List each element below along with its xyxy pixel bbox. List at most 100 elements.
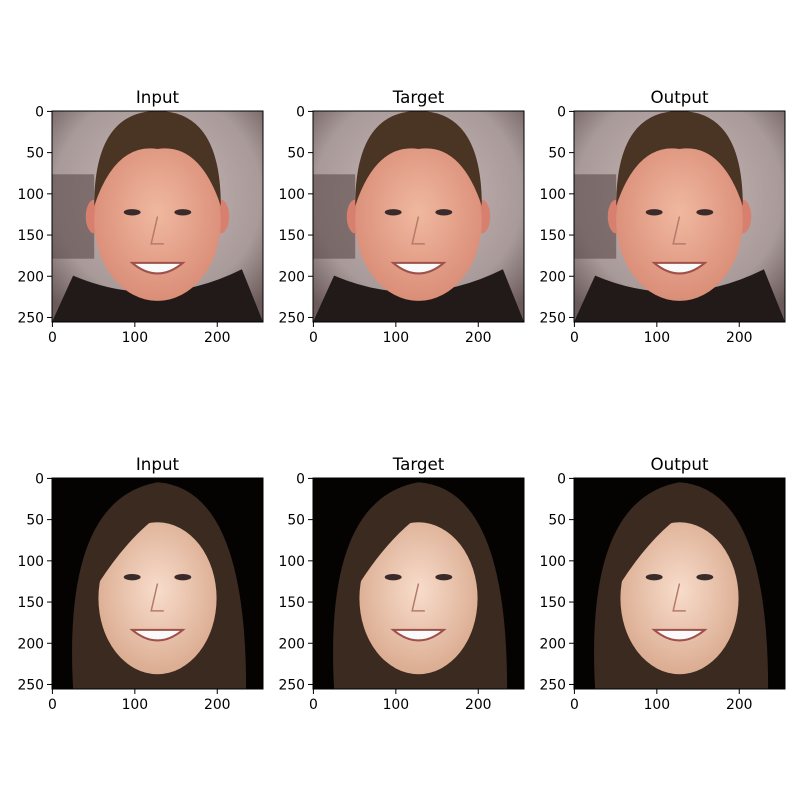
x-tick-label: 100 [122, 330, 149, 346]
y-tick-label: 0 [35, 104, 44, 120]
hair [94, 111, 221, 206]
axes-frame [573, 110, 786, 323]
fringe [98, 503, 179, 584]
y-tick-label: 150 [17, 595, 44, 611]
image [52, 111, 263, 322]
axes-title: Output [651, 454, 709, 474]
y-tick-label: 150 [539, 595, 566, 611]
eye [696, 209, 714, 216]
x-tick-label: 100 [383, 330, 410, 346]
y-tick-label: 250 [17, 677, 44, 693]
eye [123, 209, 141, 216]
axes-title: Target [392, 87, 445, 107]
hair [616, 111, 743, 206]
axes-title: Target [392, 454, 445, 474]
smile [129, 261, 186, 275]
x-tick-label: 0 [570, 697, 579, 713]
face [359, 522, 478, 675]
x-tick-label: 200 [726, 697, 753, 713]
y-tick-label: 50 [287, 513, 305, 529]
face [620, 522, 739, 675]
fringe [620, 503, 701, 584]
y-tick-label: 100 [17, 554, 44, 570]
y-tick-label: 150 [17, 228, 44, 244]
x-tick-label: 0 [309, 330, 318, 346]
y-tick-label: 250 [17, 310, 44, 326]
face [616, 140, 743, 301]
face [355, 140, 482, 301]
face [94, 140, 221, 301]
y-tick-label: 200 [17, 636, 44, 652]
axes-frame [51, 110, 264, 323]
y-tick-label: 150 [278, 228, 305, 244]
y-tick-label: 0 [557, 104, 566, 120]
nose [411, 583, 425, 612]
smile [651, 628, 708, 642]
x-tick-label: 100 [122, 697, 149, 713]
axes-frame [312, 110, 525, 323]
eye [174, 209, 192, 216]
y-tick-label: 50 [548, 146, 566, 162]
nose [150, 216, 164, 245]
smile [651, 261, 708, 275]
x-tick-label: 0 [570, 330, 579, 346]
eye [123, 574, 141, 581]
fringe [359, 503, 440, 584]
y-tick-label: 0 [296, 104, 305, 120]
x-tick-label: 100 [383, 697, 410, 713]
y-tick-label: 250 [539, 677, 566, 693]
y-tick-label: 250 [278, 677, 305, 693]
axes-frame [573, 477, 786, 690]
x-tick-label: 0 [309, 697, 318, 713]
y-tick-label: 200 [539, 269, 566, 285]
eye [435, 574, 453, 581]
y-tick-label: 200 [278, 636, 305, 652]
image [574, 478, 785, 689]
image [313, 111, 524, 322]
nose [672, 216, 686, 245]
eye [174, 574, 192, 581]
y-tick-label: 150 [278, 595, 305, 611]
nose [411, 216, 425, 245]
x-tick-label: 200 [204, 330, 231, 346]
axes-frame [312, 477, 525, 690]
y-tick-label: 50 [26, 513, 44, 529]
y-tick-label: 250 [278, 310, 305, 326]
y-tick-label: 0 [35, 471, 44, 487]
nose [150, 583, 164, 612]
axes-frame [51, 477, 264, 690]
eye [645, 574, 663, 581]
image [574, 111, 785, 322]
y-tick-label: 50 [548, 513, 566, 529]
image [313, 478, 524, 689]
x-tick-label: 100 [644, 330, 671, 346]
image [52, 478, 263, 689]
y-tick-label: 100 [17, 187, 44, 203]
y-tick-label: 50 [26, 146, 44, 162]
x-tick-label: 100 [644, 697, 671, 713]
eye [696, 574, 714, 581]
y-tick-label: 0 [296, 471, 305, 487]
y-tick-label: 250 [539, 310, 566, 326]
smile [390, 261, 447, 275]
eye [435, 209, 453, 216]
x-tick-label: 0 [48, 330, 57, 346]
y-tick-label: 0 [557, 471, 566, 487]
axes-title: Input [136, 454, 180, 474]
y-tick-label: 200 [539, 636, 566, 652]
smile [390, 628, 447, 642]
eye [384, 209, 402, 216]
y-tick-label: 100 [539, 187, 566, 203]
hair [355, 111, 482, 206]
x-tick-label: 200 [465, 330, 492, 346]
axes-title: Input [136, 87, 180, 107]
y-tick-label: 200 [17, 269, 44, 285]
x-tick-label: 200 [204, 697, 231, 713]
x-tick-label: 0 [48, 697, 57, 713]
face [98, 522, 217, 675]
y-tick-label: 50 [287, 146, 305, 162]
y-tick-label: 200 [278, 269, 305, 285]
axes-title: Output [651, 87, 709, 107]
eye [645, 209, 663, 216]
